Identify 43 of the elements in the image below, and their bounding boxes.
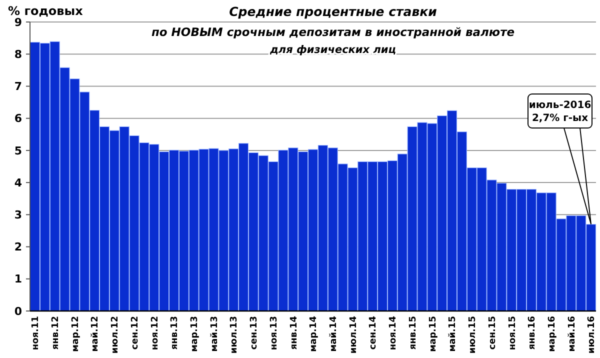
x-tick-label: мар.12	[70, 316, 81, 352]
x-tick-label: мар.16	[547, 316, 558, 352]
annotation: июль-2016 2,7% г-ых	[528, 100, 592, 124]
x-tick-label: июл.14	[348, 316, 359, 354]
y-tick-label: 4	[14, 176, 22, 190]
y-tick-label: 5	[14, 144, 22, 158]
x-tick-label: май.13	[210, 316, 220, 352]
x-tick-label: июл.12	[110, 316, 121, 354]
x-tick-label: янв.14	[289, 316, 300, 350]
x-tick-label: сен.12	[130, 316, 140, 350]
y-axis-title: % годовых	[8, 4, 84, 18]
x-tick-label: янв.12	[50, 316, 61, 350]
x-tick-label: май.14	[329, 316, 340, 352]
x-tick-label: янв.13	[170, 316, 180, 350]
x-tick-label: сен.15	[488, 316, 498, 350]
y-tick-label: 2	[14, 240, 22, 254]
x-tick-label: ноя.11	[31, 316, 42, 350]
y-tick-label: 0	[14, 304, 22, 318]
x-tick-label: мар.15	[428, 316, 438, 352]
y-tick-label: 8	[14, 48, 22, 61]
y-tick-label: 7	[14, 80, 22, 94]
x-tick-label: янв.15	[408, 316, 418, 350]
y-tick-label: 9	[14, 16, 22, 29]
chart-title: Средние процентные ставки	[229, 4, 438, 19]
x-tick-label: май.15	[448, 316, 458, 352]
x-tick-label: янв.16	[528, 316, 538, 350]
x-tick-label: ноя.14	[388, 316, 399, 350]
x-tick-label: май.12	[90, 316, 101, 352]
x-tick-label: сен.13	[250, 316, 260, 350]
x-tick-label: ноя.13	[269, 316, 280, 350]
x-tick-label: июл.15	[468, 316, 478, 354]
y-tick-label: 6	[14, 112, 22, 126]
x-tick-label: июл.16	[587, 316, 598, 354]
text: по НОВЫМ срочным депозитам в иностранной валюте для физических лиц	[151, 25, 515, 56]
x-tick-label: мар.14	[309, 316, 320, 352]
x-tick-label: мар.13	[190, 316, 200, 352]
x-tick-label: ноя.15	[508, 316, 518, 350]
x-tick-label: май.16	[567, 316, 578, 352]
x-tick-label: июл.13	[230, 316, 240, 354]
x-tick-label: ноя.12	[150, 316, 160, 350]
y-tick-label: 3	[14, 208, 22, 222]
y-tick-label: 1	[14, 272, 22, 286]
x-tick-label: сен.14	[368, 316, 379, 350]
